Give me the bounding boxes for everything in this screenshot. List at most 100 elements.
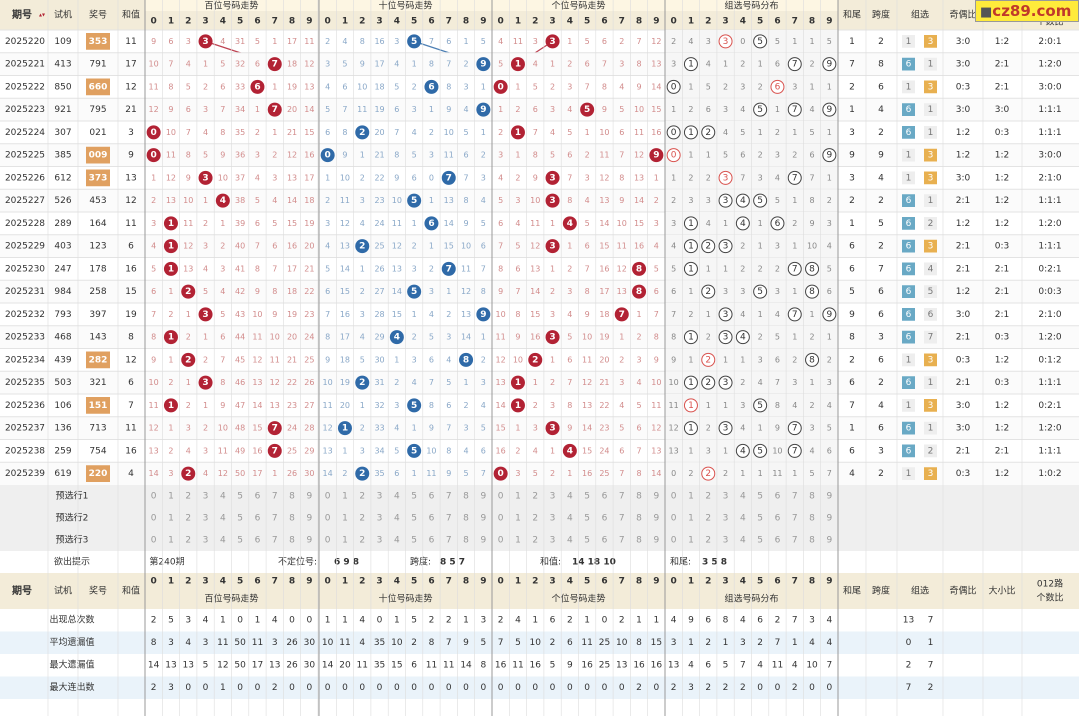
stats-label: 平均遗漏值 bbox=[49, 636, 94, 648]
miss-value: 6 bbox=[515, 264, 520, 273]
stats-value: 7 bbox=[792, 616, 798, 626]
preselect-digit: 9 bbox=[826, 536, 832, 546]
table-row bbox=[0, 121, 1079, 144]
miss-value: 2 bbox=[515, 173, 520, 182]
stats-value: 2 bbox=[498, 616, 504, 626]
stats-value: 0 bbox=[237, 683, 243, 693]
preselect-digit: 0 bbox=[325, 492, 331, 502]
digit-header: 9 bbox=[826, 17, 832, 27]
miss-value: 13 bbox=[340, 242, 350, 251]
miss-value: 7 bbox=[619, 151, 624, 160]
big-small-cell: 0:3 bbox=[995, 378, 1009, 388]
group6-text: 1 bbox=[906, 401, 912, 411]
stats-value: 16 bbox=[581, 661, 593, 671]
site-logo[interactable]: ■cz89.com bbox=[975, 0, 1079, 22]
miss-value: 17 bbox=[252, 469, 262, 478]
miss-value: 32 bbox=[235, 60, 245, 69]
group-miss: 1 bbox=[792, 242, 797, 251]
group6-text: 6 bbox=[906, 310, 912, 320]
preselect-digit: 3 bbox=[203, 492, 209, 502]
period-cell: 2025220 bbox=[5, 37, 45, 47]
prize-cell: 713 bbox=[89, 424, 106, 434]
stats-value: 5 bbox=[411, 616, 417, 626]
miss-value: 11 bbox=[461, 264, 471, 273]
trial-header: 试机 bbox=[54, 9, 72, 21]
group-ball bbox=[787, 170, 802, 185]
group-digit: 1 bbox=[688, 424, 694, 434]
preselect-digit: 8 bbox=[463, 492, 469, 502]
ball-digit: 3 bbox=[549, 37, 555, 47]
drawn-number-ball bbox=[476, 57, 491, 72]
footer-digit: 9 bbox=[306, 577, 312, 587]
drawn-number-ball bbox=[407, 443, 422, 458]
miss-value: 46 bbox=[235, 378, 245, 387]
miss-value: 1 bbox=[272, 469, 277, 478]
preselect-right bbox=[839, 485, 1079, 507]
miss-value: 10 bbox=[513, 355, 523, 364]
route-cell: 1:2:0 bbox=[1038, 219, 1062, 229]
miss-value: 3 bbox=[255, 151, 260, 160]
stats-value: 3 bbox=[168, 638, 174, 648]
period-cell: 2025225 bbox=[5, 151, 45, 161]
preselect-digit: 2 bbox=[532, 492, 538, 502]
group6-box bbox=[902, 80, 915, 94]
miss-value: 3 bbox=[203, 446, 208, 455]
miss-value: 4 bbox=[464, 105, 469, 114]
stats-value: 4 bbox=[740, 616, 746, 626]
drawn-number-ball bbox=[580, 102, 595, 117]
miss-value: 9 bbox=[429, 424, 434, 433]
stats-value: 14 bbox=[148, 661, 160, 671]
group-ball bbox=[701, 239, 716, 254]
sum-cell: 9 bbox=[128, 151, 134, 161]
group-miss: 1 bbox=[723, 355, 728, 364]
drawn-number-ball bbox=[545, 170, 560, 185]
stats-value: 2 bbox=[740, 683, 746, 693]
group-digit: 4 bbox=[740, 196, 746, 206]
miss-value: 5 bbox=[394, 446, 399, 455]
miss-value: 2 bbox=[567, 264, 572, 273]
miss-value: 21 bbox=[304, 264, 314, 273]
prize-cell: 164 bbox=[89, 219, 106, 229]
drawn-number-ball bbox=[459, 352, 474, 367]
miss-value: 1 bbox=[412, 60, 417, 69]
group-digit: 7 bbox=[792, 60, 798, 70]
group-miss: 1 bbox=[740, 469, 745, 478]
digit-header: 1 bbox=[168, 17, 174, 27]
stats-value: 0 bbox=[826, 683, 832, 693]
stats-value: 2 bbox=[705, 683, 711, 693]
miss-value: 1 bbox=[515, 151, 520, 160]
hint-unfixed: 6 9 8 bbox=[334, 558, 359, 568]
group6-text: 6 bbox=[906, 219, 912, 229]
stats-value: 35 bbox=[374, 661, 385, 671]
miss-value: 8 bbox=[325, 333, 330, 342]
group-ball bbox=[701, 125, 716, 140]
group-miss: 1 bbox=[688, 287, 693, 296]
miss-value: 13 bbox=[323, 446, 333, 455]
prize-cell: 795 bbox=[89, 105, 106, 115]
group-miss: 8 bbox=[810, 196, 815, 205]
miss-value: 30 bbox=[374, 355, 384, 364]
sum-cell: 16 bbox=[125, 264, 137, 274]
miss-value: 8 bbox=[602, 82, 607, 91]
group-miss: 2 bbox=[775, 128, 780, 137]
preselect-digit: 3 bbox=[377, 514, 383, 524]
group-miss: 2 bbox=[688, 105, 693, 114]
big-small-cell: 2:1 bbox=[995, 287, 1009, 297]
miss-value: 21 bbox=[287, 128, 297, 137]
digit-header: 5 bbox=[237, 17, 243, 27]
miss-value: 17 bbox=[304, 173, 314, 182]
miss-value: 1 bbox=[481, 128, 486, 137]
miss-value: 5 bbox=[637, 401, 642, 410]
drawn-number-ball bbox=[510, 125, 525, 140]
group3-box bbox=[924, 126, 937, 139]
preselect-digit: 2 bbox=[185, 536, 191, 546]
group-miss: 3 bbox=[740, 401, 745, 410]
stats-value: 4 bbox=[203, 616, 209, 626]
miss-value: 18 bbox=[340, 355, 350, 364]
miss-value: 6 bbox=[168, 37, 173, 46]
miss-value: 4 bbox=[220, 287, 225, 296]
miss-value: 3 bbox=[220, 264, 225, 273]
group-miss: 3 bbox=[775, 287, 780, 296]
stats-value: 9 bbox=[567, 661, 573, 671]
preselect-right bbox=[839, 507, 1079, 529]
